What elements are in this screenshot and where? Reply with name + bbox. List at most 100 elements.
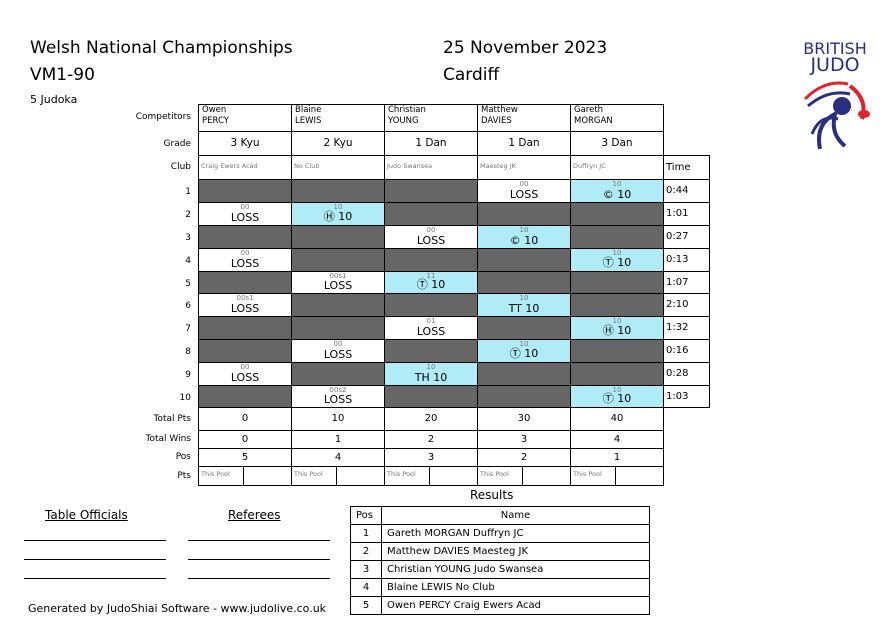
loss-text: LOSS bbox=[509, 188, 539, 201]
total-pts-cell: 30 bbox=[477, 407, 571, 431]
loser-score: 01 bbox=[426, 317, 436, 325]
empty-cell bbox=[198, 179, 292, 203]
this-pool-label: This Pool bbox=[294, 470, 323, 478]
loser-cell: 01 LOSS bbox=[384, 316, 478, 340]
loser-score: 00 bbox=[240, 203, 250, 211]
empty-cell bbox=[384, 339, 478, 363]
grade-cell: 3 Kyu bbox=[198, 131, 292, 156]
pool-pts-cell: This Pool bbox=[570, 466, 664, 486]
pool-pts-cell: This Pool bbox=[198, 466, 292, 486]
loser-score: 00 bbox=[426, 226, 436, 234]
loser-cell: 00 LOSS bbox=[291, 339, 385, 363]
club-cell: No Club bbox=[291, 155, 385, 180]
logo-line-2: JUDO bbox=[810, 54, 860, 76]
loss-text: LOSS bbox=[230, 371, 260, 384]
this-pool-label: This Pool bbox=[480, 470, 509, 478]
winner-cell: 10 Ⓗ 10 bbox=[570, 316, 664, 340]
total-wins-cell: 2 bbox=[384, 430, 478, 449]
bout-number: 6 bbox=[185, 301, 191, 311]
empty-cell bbox=[570, 202, 664, 226]
loss-text: LOSS bbox=[230, 211, 260, 224]
bout-number: 1 bbox=[185, 187, 191, 197]
this-pool-label: This Pool bbox=[573, 470, 602, 478]
win-text: Ⓣ 10 bbox=[602, 256, 632, 269]
empty-cell bbox=[384, 179, 478, 203]
winner-cell: 10 © 10 bbox=[477, 225, 571, 249]
empty-cell bbox=[384, 202, 478, 226]
win-text: Ⓣ 10 bbox=[416, 278, 446, 291]
grade-cell: 1 Dan bbox=[477, 131, 571, 156]
total-pts-label: Total Pts bbox=[153, 414, 191, 424]
first-name: Owen bbox=[202, 105, 227, 115]
result-name: Christian YOUNG Judo Swansea bbox=[381, 560, 650, 579]
winner-score: 10 bbox=[612, 180, 622, 188]
bout-time: 0:16 bbox=[663, 339, 710, 363]
result-pos: 1 bbox=[350, 524, 382, 543]
first-name: Christian bbox=[388, 105, 426, 115]
event-location: Cardiff bbox=[443, 65, 500, 85]
total-wins-cell: 1 bbox=[291, 430, 385, 449]
first-name: Gareth bbox=[574, 105, 604, 115]
loser-cell: 00s1 LOSS bbox=[291, 271, 385, 294]
competitor-name: Gareth MORGAN bbox=[570, 104, 664, 132]
winner-score: 10 bbox=[519, 294, 529, 302]
win-text: Ⓣ 10 bbox=[602, 392, 632, 405]
loser-cell: 00 LOSS bbox=[384, 225, 478, 249]
pos-cell: 1 bbox=[570, 448, 664, 467]
bout-time: 2:10 bbox=[663, 293, 710, 317]
signature-line bbox=[188, 578, 330, 579]
winner-cell: 10 © 10 bbox=[570, 179, 664, 203]
bout-number: 9 bbox=[185, 370, 191, 380]
total-wins-cell: 4 bbox=[570, 430, 664, 449]
winner-score: 10 bbox=[519, 226, 529, 234]
bout-time: 1:32 bbox=[663, 316, 710, 340]
empty-cell bbox=[291, 316, 385, 340]
empty-cell bbox=[477, 248, 571, 272]
empty-cell bbox=[291, 248, 385, 272]
results-title: Results bbox=[470, 488, 514, 502]
win-text: Ⓗ 10 bbox=[602, 324, 632, 337]
winner-score: 10 bbox=[612, 386, 622, 394]
event-date: 25 November 2023 bbox=[443, 38, 608, 58]
competitor-name: Matthew DAVIES bbox=[477, 104, 571, 132]
winner-cell: 10 Ⓣ 10 bbox=[477, 339, 571, 363]
loser-score: 00 bbox=[333, 340, 343, 348]
loser-score: 00s1 bbox=[329, 272, 347, 280]
win-text: Ⓣ 10 bbox=[509, 347, 539, 360]
loss-text: LOSS bbox=[323, 279, 353, 292]
first-name: Matthew bbox=[481, 105, 518, 115]
first-name: Blaine bbox=[295, 105, 322, 115]
pool-pts-cell: This Pool bbox=[477, 466, 571, 486]
winner-cell: 10 TH 10 bbox=[384, 362, 478, 386]
loser-cell: 00 LOSS bbox=[198, 202, 292, 226]
winner-cell: 10 Ⓗ 10 bbox=[291, 202, 385, 226]
results-row: 4 Blaine LEWIS No Club bbox=[350, 578, 650, 597]
bout-time: 0:44 bbox=[663, 179, 710, 203]
winner-score: 11 bbox=[426, 272, 436, 280]
total-pts-cell: 10 bbox=[291, 407, 385, 431]
empty-cell bbox=[477, 271, 571, 294]
loss-text: LOSS bbox=[323, 393, 353, 406]
club-cell: Duffryn JC bbox=[570, 155, 664, 180]
empty-cell bbox=[384, 293, 478, 317]
competitor-name: Blaine LEWIS bbox=[291, 104, 385, 132]
empty-cell bbox=[477, 202, 571, 226]
loser-cell: 00 LOSS bbox=[198, 362, 292, 386]
empty-cell bbox=[477, 385, 571, 408]
results-row: 2 Matthew DAVIES Maesteg JK bbox=[350, 542, 650, 561]
last-name: PERCY bbox=[202, 116, 229, 126]
time-header: Time bbox=[663, 155, 710, 180]
pool-pts-divider bbox=[615, 467, 616, 485]
loser-cell: 00s2 LOSS bbox=[291, 385, 385, 408]
win-text: Ⓗ 10 bbox=[323, 210, 353, 223]
bout-number: 8 bbox=[185, 347, 191, 357]
winner-score: 10 bbox=[426, 363, 436, 371]
bout-number: 2 bbox=[185, 210, 191, 220]
bout-time: 1:03 bbox=[663, 385, 710, 408]
empty-cell bbox=[570, 271, 664, 294]
pos-cell: 5 bbox=[198, 448, 292, 467]
winner-score: 10 bbox=[612, 317, 622, 325]
loss-text: LOSS bbox=[416, 325, 446, 338]
results-row: 3 Christian YOUNG Judo Swansea bbox=[350, 560, 650, 579]
bout-time: 0:28 bbox=[663, 362, 710, 386]
